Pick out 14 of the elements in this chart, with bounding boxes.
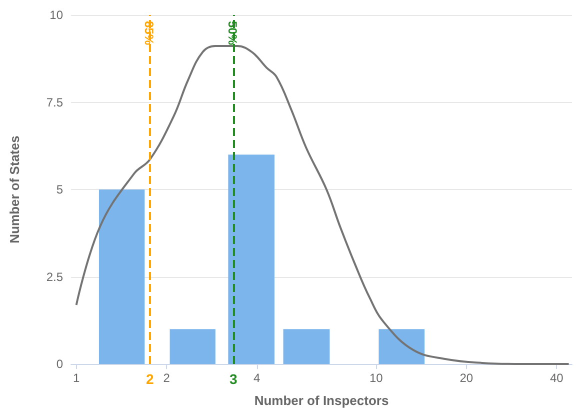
x-tick-label: 40 — [550, 371, 564, 385]
y-tick-label: 5 — [56, 182, 64, 196]
x-tick-label: 20 — [460, 371, 474, 385]
x-tick-label: 1 — [72, 371, 80, 385]
y-tick-label: 2.5 — [46, 270, 64, 284]
y-tick-label: 7.5 — [46, 95, 64, 110]
y-axis-title: Number of States — [7, 136, 22, 244]
text: 3 — [229, 371, 238, 387]
y-tick-label: 10 — [50, 8, 64, 22]
x-tick-label: 2 — [163, 371, 170, 385]
x-axis-title: Number of Inspectors — [254, 393, 389, 408]
x-tick-label: 4 — [253, 371, 260, 385]
x-tick-label: 10 — [369, 371, 384, 385]
y-tick-label: 0 — [56, 357, 64, 371]
